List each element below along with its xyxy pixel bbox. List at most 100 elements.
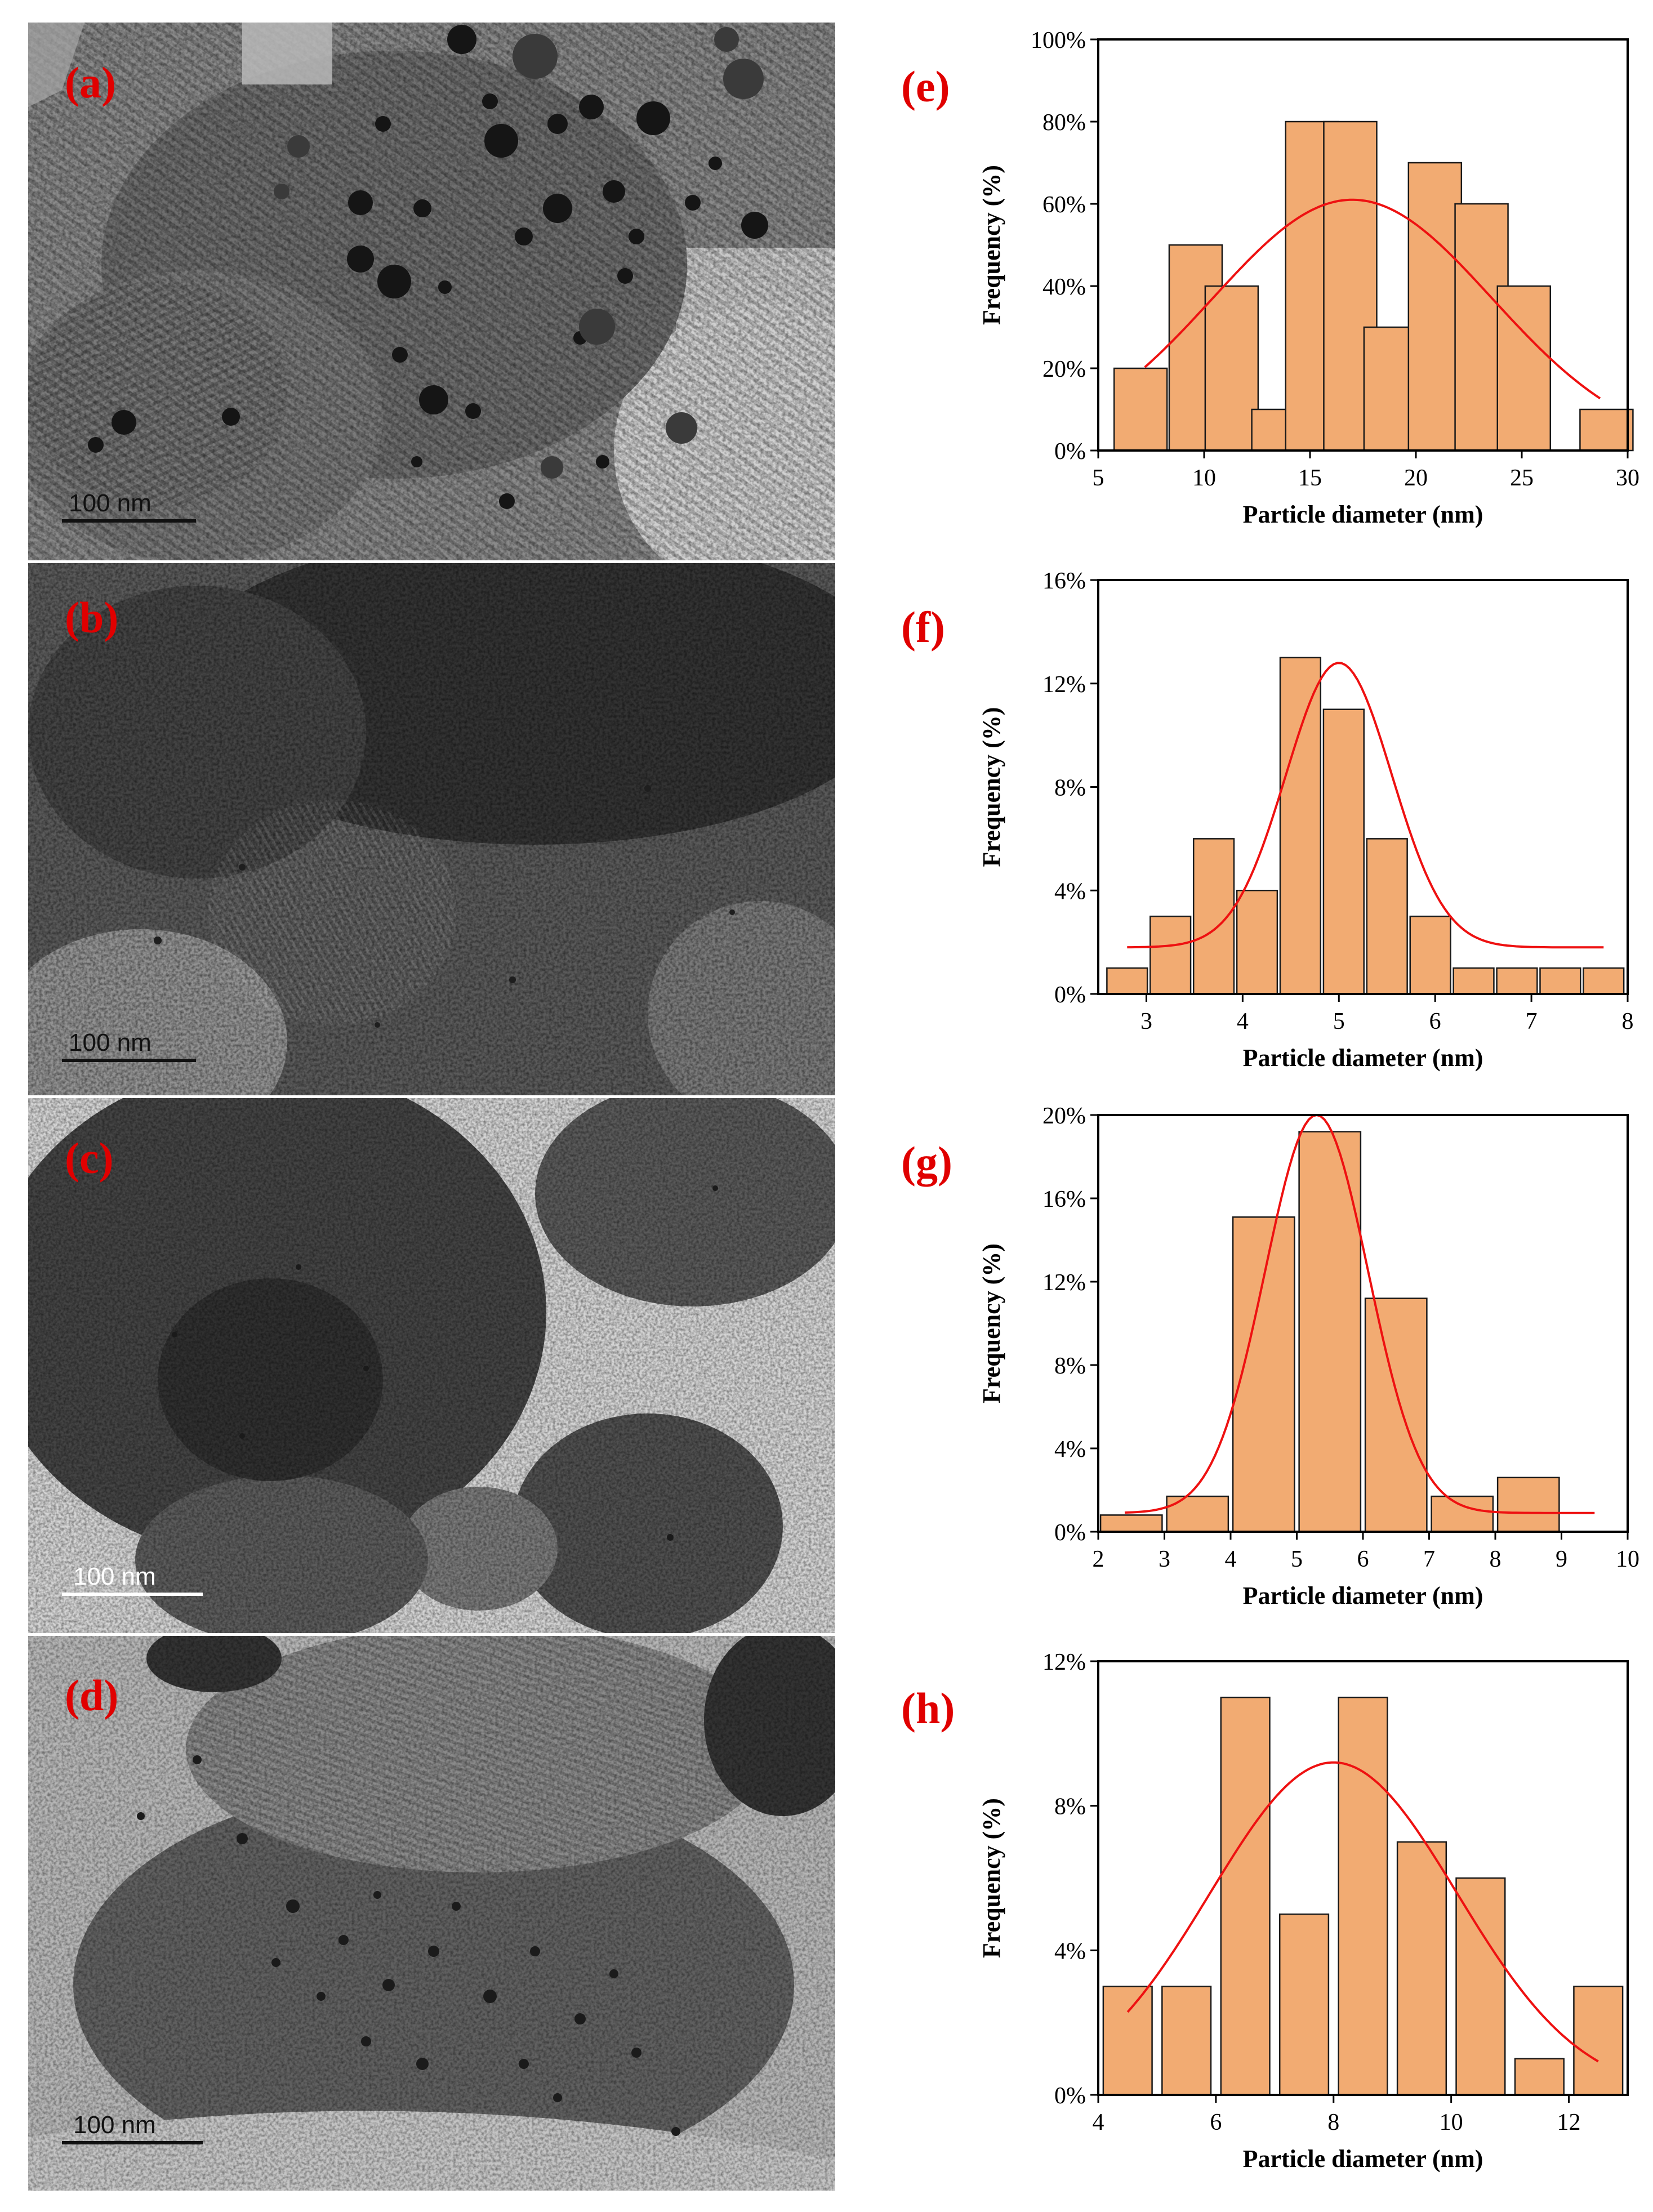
y-tick-label: 8% [1054, 775, 1086, 801]
x-tick-label: 15 [1298, 465, 1322, 491]
x-tick-label: 3 [1159, 1546, 1170, 1572]
panel-label: (g) [901, 1138, 952, 1187]
y-axis-label: Frequency (%) [978, 1243, 1005, 1403]
x-tick-label: 20 [1404, 465, 1428, 491]
y-tick-label: 20% [1042, 356, 1086, 382]
y-tick-label: 16% [1042, 568, 1086, 594]
panel-label-b: (b) [65, 593, 119, 642]
gaussian-fit-line [1127, 662, 1604, 949]
plot-frame [1097, 1660, 1629, 2096]
panel-label: (f) [901, 603, 945, 652]
x-tick-label: 3 [1140, 1009, 1152, 1034]
scale-label-c: 100 nm [73, 1563, 156, 1590]
y-tick-label: 0% [1054, 1520, 1086, 1546]
x-tick-label: 8 [1490, 1546, 1501, 1572]
histogram-bar [1579, 408, 1634, 452]
panel-label-a: (a) [65, 58, 116, 107]
x-tick-label: 4 [1237, 1009, 1249, 1034]
scale-label-a: 100 nm [69, 489, 152, 517]
y-tick-label: 8% [1054, 1353, 1086, 1379]
x-tick-label: 9 [1556, 1546, 1567, 1572]
y-tick-label: 100% [1031, 28, 1086, 53]
y-tick-label: 12% [1042, 1270, 1086, 1296]
histogram-bar [1338, 1696, 1388, 2096]
x-tick-label: 6 [1210, 2110, 1222, 2135]
histogram-bar [1220, 1696, 1271, 2096]
histogram-bar [1496, 967, 1538, 995]
tem-image-c [28, 1098, 835, 1633]
x-tick-label: 8 [1622, 1009, 1634, 1034]
histogram-bar [1278, 1913, 1330, 2096]
x-tick-label: 6 [1429, 1009, 1441, 1034]
histogram-bar [1161, 1986, 1212, 2096]
gaussian-fit-line [1144, 198, 1601, 400]
y-axis-label: Frequency (%) [978, 707, 1005, 867]
scale-bar-b [62, 1059, 196, 1062]
y-axis-label: Frequency (%) [978, 1798, 1005, 1958]
x-tick-label: 7 [1423, 1546, 1435, 1572]
x-tick-label: 5 [1333, 1009, 1345, 1034]
histogram-bar [1113, 367, 1168, 452]
panel-label-c: (c) [65, 1134, 114, 1183]
x-tick-label: 10 [1616, 1546, 1639, 1572]
histogram-bar [1279, 657, 1322, 995]
x-tick-label: 5 [1093, 465, 1104, 491]
tem-image-a [28, 23, 835, 560]
x-tick-label: 2 [1093, 1546, 1104, 1572]
scale-bar-a [62, 519, 196, 523]
x-tick-label: 12 [1557, 2110, 1581, 2135]
x-tick-label: 5 [1291, 1546, 1303, 1572]
scale-label-d: 100 nm [73, 2111, 156, 2139]
y-tick-label: 12% [1042, 672, 1086, 698]
scale-bar-c [62, 1593, 203, 1596]
histogram-bar [1496, 285, 1552, 452]
y-tick-label: 0% [1054, 2083, 1086, 2109]
x-tick-label: 4 [1093, 2110, 1104, 2135]
histogram-bar [1455, 1877, 1506, 2096]
histogram-bar [1099, 1514, 1163, 1533]
histogram-bar [1496, 1477, 1560, 1533]
panel-label: (h) [901, 1684, 955, 1733]
histogram-bar [1539, 967, 1581, 995]
histogram-bar [1366, 838, 1408, 995]
x-tick-label: 7 [1526, 1009, 1538, 1034]
scale-label-b: 100 nm [69, 1029, 152, 1056]
y-tick-label: 8% [1054, 1794, 1086, 1820]
y-axis-label: Frequency (%) [978, 165, 1005, 325]
tem-image-d [28, 1636, 835, 2191]
x-axis-label: Particle diameter (nm) [1243, 501, 1483, 528]
histogram-bar [1452, 967, 1495, 995]
histogram-e: 5 10 15 20 25 30 0% 20% 40% 60% 80% 100% Particle di… [901, 28, 1639, 528]
x-tick-label: 25 [1510, 465, 1534, 491]
scale-bar-d [62, 2141, 203, 2144]
x-axis-label: Particle diameter (nm) [1243, 1044, 1483, 1072]
histogram-f: 3 4 5 6 7 8 0% 4% 8% 12% 16% Particle diameter (nm)… [901, 568, 1634, 1072]
histogram-bar [1364, 1297, 1428, 1533]
x-axis-label: Particle diameter (nm) [1243, 1582, 1483, 1609]
y-tick-label: 80% [1042, 110, 1086, 136]
histogram-bar [1106, 967, 1148, 995]
gaussian-fit-line [1124, 1113, 1595, 1514]
histogram-bar [1236, 890, 1278, 995]
histogram-g: 2 3 4 5 6 7 8 9 10 0% 4% 8% 12% 16% 20% Particle diamet… [901, 1103, 1639, 1609]
histogram-h: 4 6 8 10 12 0% 4% 8% 12% Particle diameter (nm) Fr… [901, 1649, 1629, 2173]
y-tick-label: 40% [1042, 274, 1086, 300]
gaussian-fit-line [1126, 1761, 1599, 2063]
plot-frame [1097, 1114, 1629, 1533]
x-tick-label: 6 [1357, 1546, 1369, 1572]
x-tick-label: 30 [1616, 465, 1639, 491]
y-tick-label: 20% [1042, 1103, 1086, 1129]
histogram-bar [1322, 708, 1365, 995]
histogram-bar [1407, 162, 1463, 452]
plot-frame [1097, 38, 1629, 452]
x-tick-label: 10 [1192, 465, 1216, 491]
histogram-bar [1431, 1495, 1494, 1533]
y-tick-label: 0% [1054, 982, 1086, 1008]
tem-image-b [28, 563, 835, 1095]
y-tick-label: 4% [1054, 878, 1086, 904]
y-tick-label: 16% [1042, 1187, 1086, 1212]
histogram-bar [1149, 915, 1192, 995]
histogram-bar [1583, 967, 1625, 995]
histogram-bar [1409, 915, 1451, 995]
x-tick-label: 8 [1327, 2110, 1339, 2135]
